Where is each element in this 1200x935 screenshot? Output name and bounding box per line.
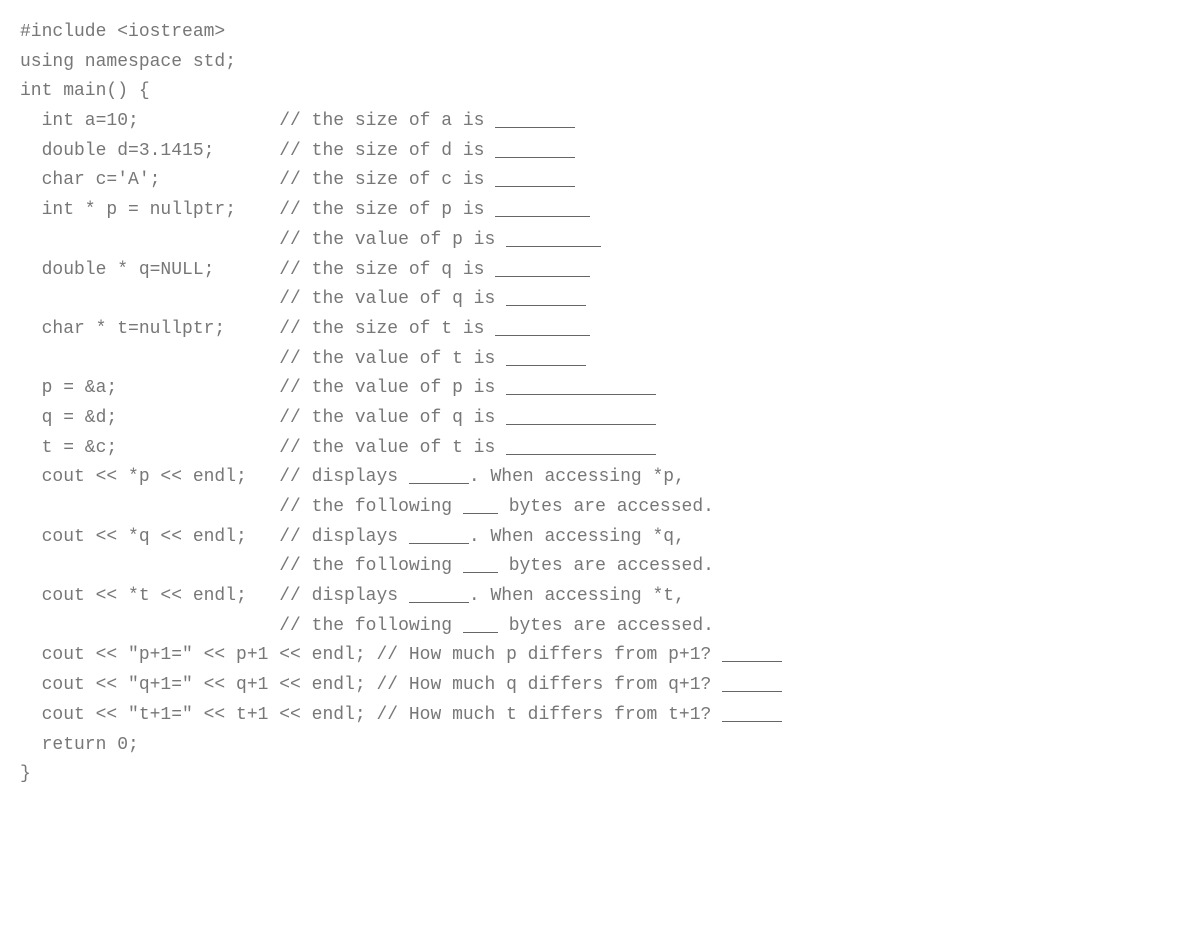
code-text: cout << *q << endl; xyxy=(20,527,279,547)
code-line: // the following bytes are accessed. xyxy=(20,493,1180,523)
code-text: double d=3.1415; xyxy=(20,141,279,161)
code-line: // the following bytes are accessed. xyxy=(20,552,1180,582)
code-text xyxy=(20,556,279,576)
code-text: char c='A'; xyxy=(20,170,279,190)
comment-text: // the value of t is xyxy=(279,349,506,369)
code-line: int main() { xyxy=(20,77,1180,107)
code-line: q = &d; // the value of q is xyxy=(20,404,1180,434)
code-line: char * t=nullptr; // the size of t is xyxy=(20,315,1180,345)
comment-text: // the value of q is xyxy=(279,289,506,309)
code-text: int main() { xyxy=(20,81,150,101)
fill-blank xyxy=(506,365,586,366)
fill-blank xyxy=(495,157,575,158)
fill-blank xyxy=(506,454,656,455)
code-text xyxy=(20,230,279,250)
comment-text: // the size of a is xyxy=(279,111,495,131)
code-text: } xyxy=(20,764,31,784)
code-block: #include <iostream> using namespace std;… xyxy=(20,18,1180,790)
fill-blank xyxy=(722,661,782,662)
code-text xyxy=(20,616,279,636)
comment-text: // the following xyxy=(279,556,463,576)
fill-blank xyxy=(722,721,782,722)
code-line: cout << *q << endl; // displays . When a… xyxy=(20,523,1180,553)
comment-text: . When accessing *q, xyxy=(469,527,685,547)
code-text: cout << "p+1=" << p+1 << endl; // How mu… xyxy=(20,645,722,665)
fill-blank xyxy=(409,543,469,544)
code-line: // the value of t is xyxy=(20,345,1180,375)
code-text: cout << *p << endl; xyxy=(20,467,279,487)
code-line: cout << *p << endl; // displays . When a… xyxy=(20,463,1180,493)
code-line: return 0; xyxy=(20,731,1180,761)
code-line: cout << *t << endl; // displays . When a… xyxy=(20,582,1180,612)
fill-blank xyxy=(463,513,498,514)
code-text xyxy=(20,497,279,517)
comment-text: // the value of t is xyxy=(279,438,506,458)
fill-blank xyxy=(506,394,656,395)
code-line: int * p = nullptr; // the size of p is xyxy=(20,196,1180,226)
code-line: // the value of p is xyxy=(20,226,1180,256)
code-line: p = &a; // the value of p is xyxy=(20,374,1180,404)
code-text: double * q=NULL; xyxy=(20,260,279,280)
comment-text: // the size of d is xyxy=(279,141,495,161)
comment-text: // the size of c is xyxy=(279,170,495,190)
code-text: cout << "q+1=" << q+1 << endl; // How mu… xyxy=(20,675,722,695)
comment-text: // the value of p is xyxy=(279,378,506,398)
code-line: cout << "p+1=" << p+1 << endl; // How mu… xyxy=(20,641,1180,671)
code-line: // the following bytes are accessed. xyxy=(20,612,1180,642)
comment-text: // the size of t is xyxy=(279,319,495,339)
code-text: q = &d; xyxy=(20,408,279,428)
comment-text: . When accessing *p, xyxy=(469,467,685,487)
fill-blank xyxy=(409,602,469,603)
code-text: return 0; xyxy=(20,735,139,755)
code-line: cout << "q+1=" << q+1 << endl; // How mu… xyxy=(20,671,1180,701)
comment-text: // the value of p is xyxy=(279,230,506,250)
comment-text: bytes are accessed. xyxy=(498,616,714,636)
code-line: #include <iostream> xyxy=(20,18,1180,48)
code-line: using namespace std; xyxy=(20,48,1180,78)
code-text: int a=10; xyxy=(20,111,279,131)
code-text: cout << "t+1=" << t+1 << endl; // How mu… xyxy=(20,705,722,725)
fill-blank xyxy=(495,276,590,277)
fill-blank xyxy=(463,572,498,573)
fill-blank xyxy=(463,632,498,633)
fill-blank xyxy=(409,483,469,484)
comment-text: bytes are accessed. xyxy=(498,556,714,576)
comment-text: // the following xyxy=(279,616,463,636)
comment-text: // displays xyxy=(279,586,409,606)
fill-blank xyxy=(495,335,590,336)
code-text: using namespace std; xyxy=(20,52,236,72)
comment-text: bytes are accessed. xyxy=(498,497,714,517)
code-text: char * t=nullptr; xyxy=(20,319,279,339)
fill-blank xyxy=(495,216,590,217)
code-line: // the value of q is xyxy=(20,285,1180,315)
code-line: t = &c; // the value of t is xyxy=(20,434,1180,464)
code-text: p = &a; xyxy=(20,378,279,398)
code-text xyxy=(20,289,279,309)
code-text: #include <iostream> xyxy=(20,22,225,42)
comment-text: // displays xyxy=(279,527,409,547)
fill-blank xyxy=(722,691,782,692)
fill-blank xyxy=(506,424,656,425)
fill-blank xyxy=(495,186,575,187)
comment-text: // the size of q is xyxy=(279,260,495,280)
comment-text: . When accessing *t, xyxy=(469,586,685,606)
code-line: int a=10; // the size of a is xyxy=(20,107,1180,137)
code-line: char c='A'; // the size of c is xyxy=(20,166,1180,196)
code-line: cout << "t+1=" << t+1 << endl; // How mu… xyxy=(20,701,1180,731)
code-text: cout << *t << endl; xyxy=(20,586,279,606)
fill-blank xyxy=(495,127,575,128)
comment-text: // the value of q is xyxy=(279,408,506,428)
fill-blank xyxy=(506,246,601,247)
code-text: t = &c; xyxy=(20,438,279,458)
code-line: } xyxy=(20,760,1180,790)
fill-blank xyxy=(506,305,586,306)
code-text: int * p = nullptr; xyxy=(20,200,279,220)
code-line: double * q=NULL; // the size of q is xyxy=(20,256,1180,286)
code-line: double d=3.1415; // the size of d is xyxy=(20,137,1180,167)
code-text xyxy=(20,349,279,369)
comment-text: // the size of p is xyxy=(279,200,495,220)
comment-text: // displays xyxy=(279,467,409,487)
comment-text: // the following xyxy=(279,497,463,517)
